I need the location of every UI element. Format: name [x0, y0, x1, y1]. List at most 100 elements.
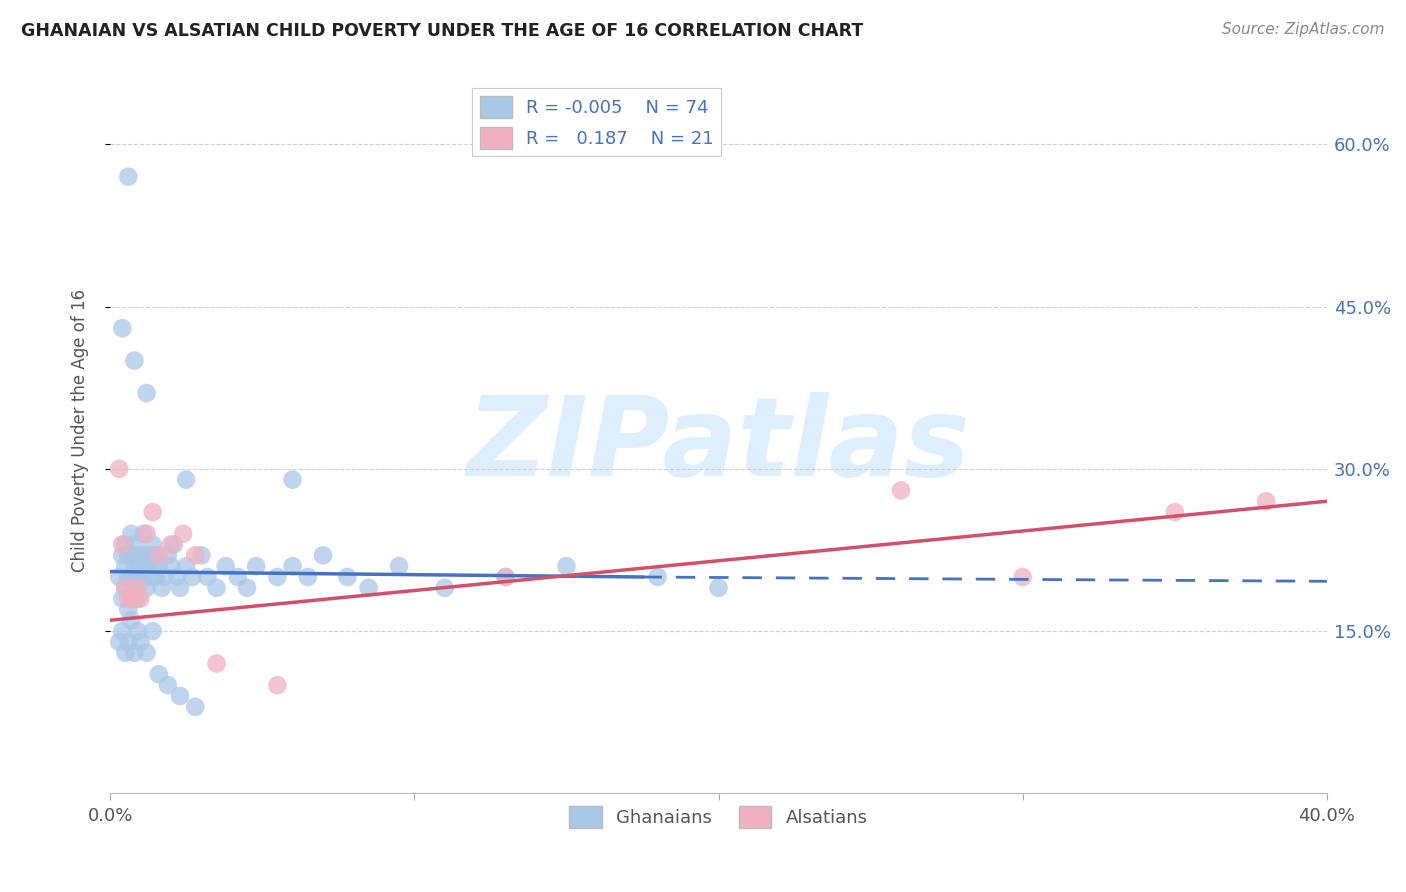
Point	[555, 559, 578, 574]
Point	[135, 386, 157, 401]
Point	[120, 591, 142, 606]
Point	[495, 570, 517, 584]
Point	[312, 549, 335, 563]
Point	[142, 559, 165, 574]
Point	[138, 549, 160, 563]
Point	[281, 473, 304, 487]
Point	[647, 570, 669, 584]
Point	[124, 591, 146, 606]
Point	[166, 570, 188, 584]
Point	[148, 667, 170, 681]
Point	[205, 657, 228, 671]
Point	[129, 635, 152, 649]
Point	[266, 678, 288, 692]
Point	[120, 613, 142, 627]
Point	[108, 462, 131, 476]
Point	[266, 570, 288, 584]
Point	[281, 559, 304, 574]
Point	[124, 646, 146, 660]
Point	[142, 505, 165, 519]
Point	[153, 570, 176, 584]
Point	[197, 570, 219, 584]
Point	[707, 581, 730, 595]
Point	[111, 537, 134, 551]
Point	[1164, 505, 1187, 519]
Point	[148, 559, 170, 574]
Point	[236, 581, 259, 595]
Point	[495, 570, 517, 584]
Point	[124, 559, 146, 574]
Point	[148, 549, 170, 563]
Point	[226, 570, 249, 584]
Point	[357, 581, 380, 595]
Text: Source: ZipAtlas.com: Source: ZipAtlas.com	[1222, 22, 1385, 37]
Point	[120, 591, 142, 606]
Point	[156, 549, 179, 563]
Point	[160, 559, 183, 574]
Point	[190, 549, 212, 563]
Point	[132, 526, 155, 541]
Point	[117, 169, 139, 184]
Point	[117, 549, 139, 563]
Point	[117, 635, 139, 649]
Point	[135, 559, 157, 574]
Point	[108, 570, 131, 584]
Point	[297, 570, 319, 584]
Point	[111, 549, 134, 563]
Point	[117, 602, 139, 616]
Text: GHANAIAN VS ALSATIAN CHILD POVERTY UNDER THE AGE OF 16 CORRELATION CHART: GHANAIAN VS ALSATIAN CHILD POVERTY UNDER…	[21, 22, 863, 40]
Point	[181, 570, 204, 584]
Point	[111, 321, 134, 335]
Point	[114, 646, 136, 660]
Point	[163, 537, 186, 551]
Legend: Ghanaians, Alsatians: Ghanaians, Alsatians	[562, 798, 875, 835]
Point	[135, 581, 157, 595]
Point	[1254, 494, 1277, 508]
Point	[129, 591, 152, 606]
Point	[184, 699, 207, 714]
Point	[142, 537, 165, 551]
Point	[124, 537, 146, 551]
Point	[120, 526, 142, 541]
Point	[124, 581, 146, 595]
Point	[127, 624, 149, 638]
Point	[184, 549, 207, 563]
Y-axis label: Child Poverty Under the Age of 16: Child Poverty Under the Age of 16	[72, 289, 89, 573]
Point	[388, 559, 411, 574]
Point	[124, 353, 146, 368]
Point	[127, 549, 149, 563]
Point	[142, 624, 165, 638]
Point	[174, 473, 197, 487]
Point	[117, 570, 139, 584]
Point	[336, 570, 359, 584]
Point	[129, 570, 152, 584]
Point	[111, 591, 134, 606]
Point	[127, 581, 149, 595]
Point	[129, 559, 152, 574]
Point	[890, 483, 912, 498]
Text: ZIPatlas: ZIPatlas	[467, 392, 970, 499]
Point	[172, 526, 194, 541]
Point	[135, 526, 157, 541]
Point	[145, 549, 167, 563]
Point	[111, 624, 134, 638]
Point	[114, 537, 136, 551]
Point	[138, 570, 160, 584]
Point	[169, 581, 191, 595]
Point	[433, 581, 456, 595]
Point	[205, 581, 228, 595]
Point	[135, 646, 157, 660]
Point	[160, 537, 183, 551]
Point	[127, 591, 149, 606]
Point	[117, 591, 139, 606]
Point	[114, 581, 136, 595]
Point	[174, 559, 197, 574]
Point	[156, 678, 179, 692]
Point	[120, 570, 142, 584]
Point	[127, 570, 149, 584]
Point	[132, 549, 155, 563]
Point	[120, 549, 142, 563]
Point	[114, 559, 136, 574]
Point	[169, 689, 191, 703]
Point	[145, 570, 167, 584]
